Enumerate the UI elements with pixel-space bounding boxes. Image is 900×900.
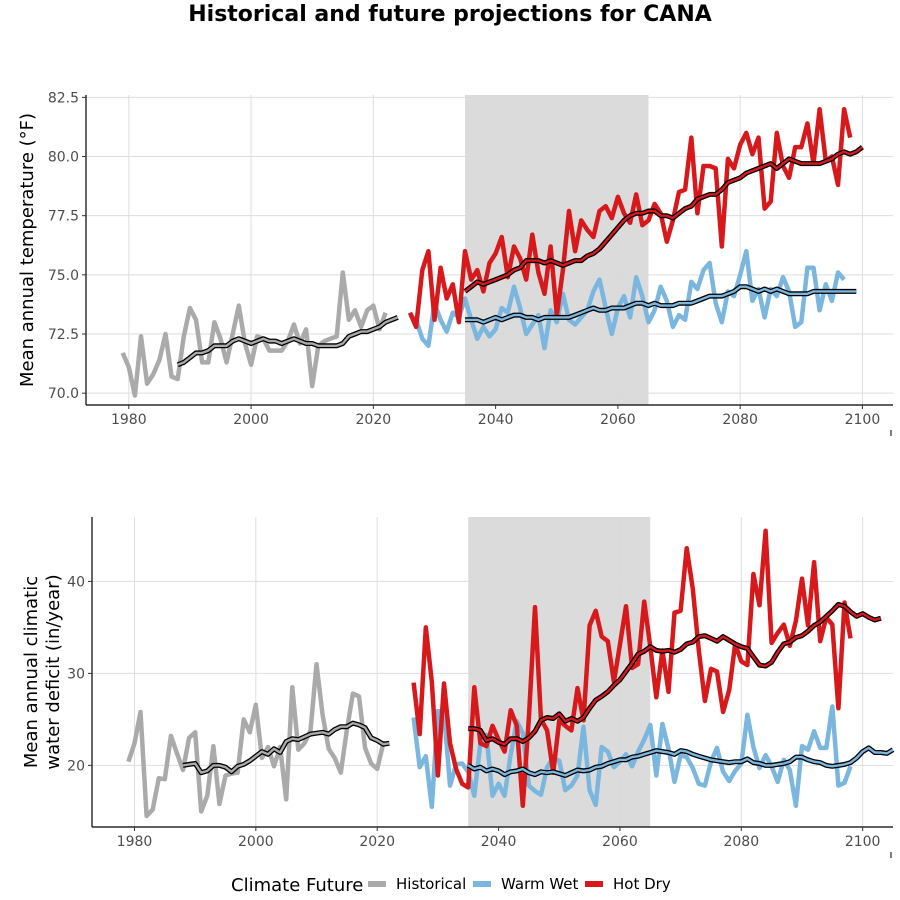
temperature-panel: 70.0 72.5 75.0 77.5 80.0 82.5 1980 2000 2020 2040… [17,90,893,436]
smooth-line-historical [177,316,399,366]
smooth-line-historical [182,721,390,774]
y-tick-label: 77.5 [48,209,79,225]
legend-label-historical: Historical [396,875,466,893]
legend-label-warm-wet: Warm Wet [501,875,579,893]
x-tick-label: 2000 [233,412,269,428]
y-tick-label: 40 [67,574,85,590]
smooth-line-warm-wet [467,746,894,777]
smooth-line-hot-dry [464,146,864,293]
x-tick-label: 2040 [481,834,517,850]
legend-label-hot-dry: Hot Dry [613,875,671,893]
series-line-warm-wet [411,704,853,810]
y-tick-label: 70.0 [48,386,79,402]
y-axis-title: Mean annual temperature (°F) [17,113,38,387]
water-deficit-panel: 20 30 40 1980 2000 2020 2040 2060 2080 2100 Mean a… [21,517,895,858]
x-tick-label: 2100 [845,834,881,850]
x-tick-label: 2080 [722,412,758,428]
series-line-hot-dry [411,528,853,809]
legend-title: Climate Future [231,875,363,896]
x-tick-label: 2000 [238,834,274,850]
x-tick-label: 2040 [478,412,514,428]
legend: Climate Future Historical Warm Wet Hot Dry [231,875,671,896]
y-tick-label: 82.5 [48,90,79,106]
x-tick-label: 1980 [117,834,153,850]
x-tick-label: 2060 [602,834,638,850]
x-tick-label: 2020 [359,834,395,850]
y-axis-title: Mean annual climaticwater deficit (in/ye… [21,574,64,769]
x-tick-label: 2100 [845,412,881,428]
x-tick-label: 1980 [111,412,147,428]
smooth-line-hot-dry [468,603,882,746]
series-line-historical [120,270,388,398]
series-line-historical [126,661,390,819]
y-tick-label: 30 [67,666,85,682]
y-tick-label: 75.0 [48,268,79,284]
shaded-period-band [465,95,649,405]
y-tick-label: 20 [67,758,85,774]
x-tick-label: 2080 [723,834,759,850]
x-tick-label: 2060 [600,412,636,428]
y-tick-label: 80.0 [48,150,79,166]
y-tick-label: 72.5 [48,327,79,343]
x-tick-label: 2020 [356,412,392,428]
series-line-hot-dry [407,106,853,330]
smooth-line-warm-wet [465,285,857,324]
figure-title: Historical and future projections for CA… [188,2,712,27]
